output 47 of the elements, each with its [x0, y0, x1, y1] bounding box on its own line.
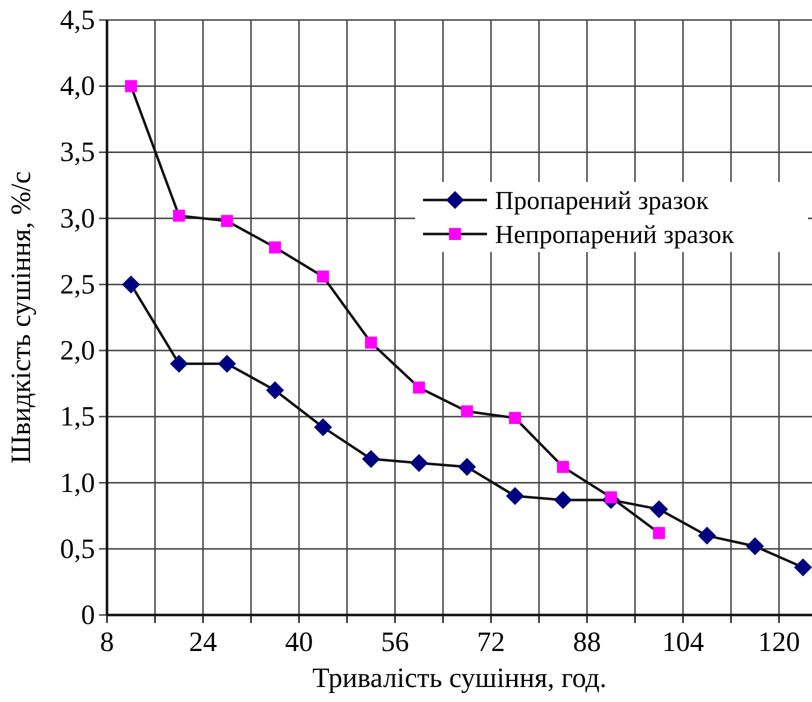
point — [266, 381, 284, 400]
x-tick-label: 104 — [662, 627, 704, 658]
point — [218, 354, 236, 373]
y-axis-title: Швидкість сушіння, %/с — [6, 171, 37, 464]
point — [650, 500, 668, 518]
x-tick-label: 56 — [381, 627, 409, 658]
y-tick-label: 3,0 — [60, 203, 95, 234]
x-axis-title: Тривалість сушіння, год. — [312, 663, 607, 694]
point — [554, 490, 572, 509]
x-tick-label: 8 — [100, 627, 114, 658]
point — [269, 241, 281, 254]
y-tick-label: 2,5 — [60, 269, 95, 300]
point — [746, 537, 764, 556]
x-tick-label: 120 — [758, 627, 800, 658]
point — [317, 270, 329, 283]
point — [122, 275, 140, 294]
y-tick-label: 4,5 — [60, 5, 95, 36]
x-tick-label: 24 — [189, 627, 217, 658]
y-tick-label: 0 — [81, 600, 95, 631]
point — [509, 412, 521, 424]
x-tick-label: 40 — [285, 627, 313, 658]
point — [362, 450, 380, 468]
y-tick-label: 4,0 — [60, 71, 95, 102]
x-tick-label: 88 — [573, 627, 601, 658]
point — [461, 405, 473, 418]
point — [698, 526, 716, 545]
y-tick-label: 1,0 — [60, 468, 95, 499]
point — [557, 460, 569, 473]
point — [458, 458, 476, 476]
y-tick-label: 2,0 — [60, 336, 95, 367]
point — [794, 558, 812, 576]
legend-label: Непропарений зразок — [495, 220, 734, 249]
point — [170, 354, 188, 373]
y-tick-label: 1,5 — [60, 402, 95, 433]
y-tick-label: 3,5 — [60, 137, 95, 168]
point — [365, 336, 377, 349]
point — [314, 418, 332, 436]
legend-label: Пропарений зразок — [495, 186, 709, 215]
point — [413, 382, 425, 394]
point — [221, 214, 233, 227]
point — [125, 80, 137, 92]
point — [410, 454, 428, 472]
point — [173, 210, 185, 222]
point — [653, 527, 665, 540]
point — [506, 487, 524, 505]
x-tick-label: 72 — [477, 627, 505, 658]
y-tick-label: 0,5 — [60, 534, 95, 565]
